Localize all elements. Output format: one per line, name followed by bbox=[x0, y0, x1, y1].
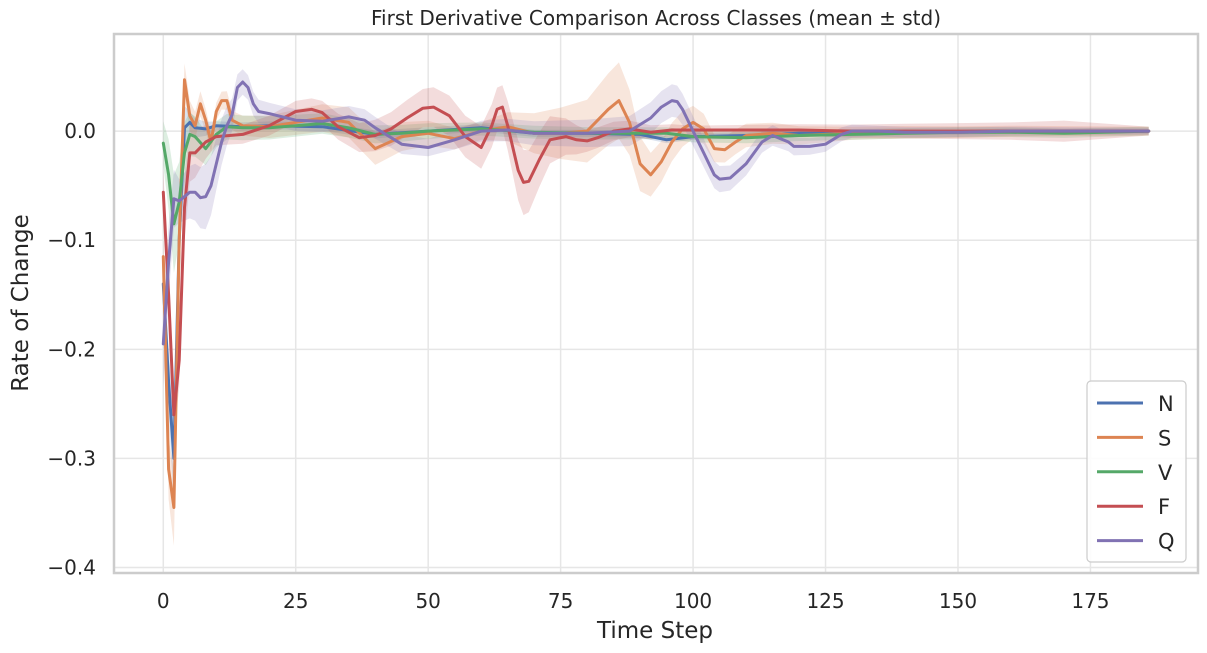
x-tick-label: 0 bbox=[157, 589, 170, 613]
legend-label-F: F bbox=[1158, 495, 1170, 519]
y-axis-title: Rate of Change bbox=[8, 214, 34, 392]
plot-frame bbox=[112, 32, 1200, 575]
legend-label-Q: Q bbox=[1158, 530, 1175, 554]
legend-label-V: V bbox=[1158, 461, 1173, 485]
series-lines bbox=[161, 78, 1151, 509]
x-tick-label: 125 bbox=[806, 589, 844, 613]
y-tick-label: −0.2 bbox=[47, 337, 96, 361]
y-axis-ticks: −0.4 −0.3 −0.2 −0.1 0.0 bbox=[47, 119, 96, 579]
x-tick-label: 150 bbox=[939, 589, 977, 613]
x-axis-title: Time Step bbox=[596, 618, 713, 644]
x-axis-ticks: 0 25 50 75 100 125 150 175 bbox=[157, 589, 1110, 613]
x-tick-label: 175 bbox=[1071, 589, 1109, 613]
chart-title: First Derivative Comparison Across Class… bbox=[371, 6, 941, 30]
x-tick-label: 75 bbox=[548, 589, 573, 613]
grid bbox=[114, 34, 1198, 573]
series-line-Q bbox=[161, 80, 1151, 346]
band-F bbox=[163, 85, 1149, 437]
x-tick-label: 50 bbox=[415, 589, 440, 613]
y-tick-label: −0.4 bbox=[47, 556, 96, 580]
band-Q bbox=[163, 69, 1149, 388]
x-tick-label: 25 bbox=[283, 589, 308, 613]
y-tick-label: 0.0 bbox=[64, 119, 96, 143]
y-tick-label: −0.1 bbox=[47, 228, 96, 252]
legend-label-S: S bbox=[1158, 426, 1171, 450]
x-tick-label: 100 bbox=[674, 589, 712, 613]
legend-label-N: N bbox=[1158, 392, 1174, 416]
band-S bbox=[163, 62, 1149, 546]
y-tick-label: −0.3 bbox=[47, 446, 96, 470]
